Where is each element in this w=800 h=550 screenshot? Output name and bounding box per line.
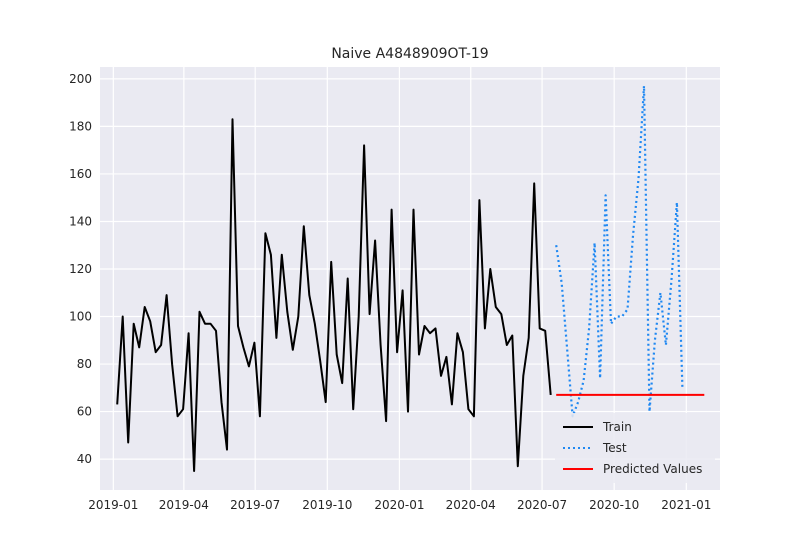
- chart-title: Naive A4848909OT-19: [331, 46, 488, 62]
- y-tick-label: 160: [69, 167, 92, 181]
- legend-box: [555, 413, 715, 483]
- x-axis: 2019-01 2019-04 2019-07 2019-10 2020-01 2020-…: [88, 498, 711, 512]
- y-axis: 40 60 80 100 120 140 160 180 200: [69, 72, 92, 466]
- y-tick-label: 60: [77, 405, 92, 419]
- x-tick-label: 2019-07: [230, 498, 280, 512]
- y-tick-label: 140: [69, 214, 92, 228]
- x-tick-label: 2020-07: [517, 498, 567, 512]
- x-tick-label: 2019-01: [88, 498, 138, 512]
- legend-label: Train: [602, 420, 632, 434]
- series-line-0: [116, 118, 552, 472]
- y-tick-label: 100: [69, 310, 92, 324]
- legend-label: Test: [602, 441, 627, 455]
- y-tick-label: 80: [77, 357, 92, 371]
- x-tick-label: 2019-10: [302, 498, 352, 512]
- x-tick-label: 2020-10: [589, 498, 639, 512]
- series-layer: [116, 84, 705, 472]
- x-tick-label: 2021-01: [661, 498, 711, 512]
- y-tick-label: 40: [77, 452, 92, 466]
- x-tick-label: 2020-01: [374, 498, 424, 512]
- series-line-1: [555, 84, 684, 418]
- x-tick-label: 2020-04: [446, 498, 496, 512]
- legend-label: Predicted Values: [603, 462, 702, 476]
- legend: Train Test Predicted Values: [555, 413, 715, 483]
- y-tick-label: 200: [69, 72, 92, 86]
- y-tick-label: 180: [69, 119, 92, 133]
- y-tick-label: 120: [69, 262, 92, 276]
- x-tick-label: 2019-04: [159, 498, 209, 512]
